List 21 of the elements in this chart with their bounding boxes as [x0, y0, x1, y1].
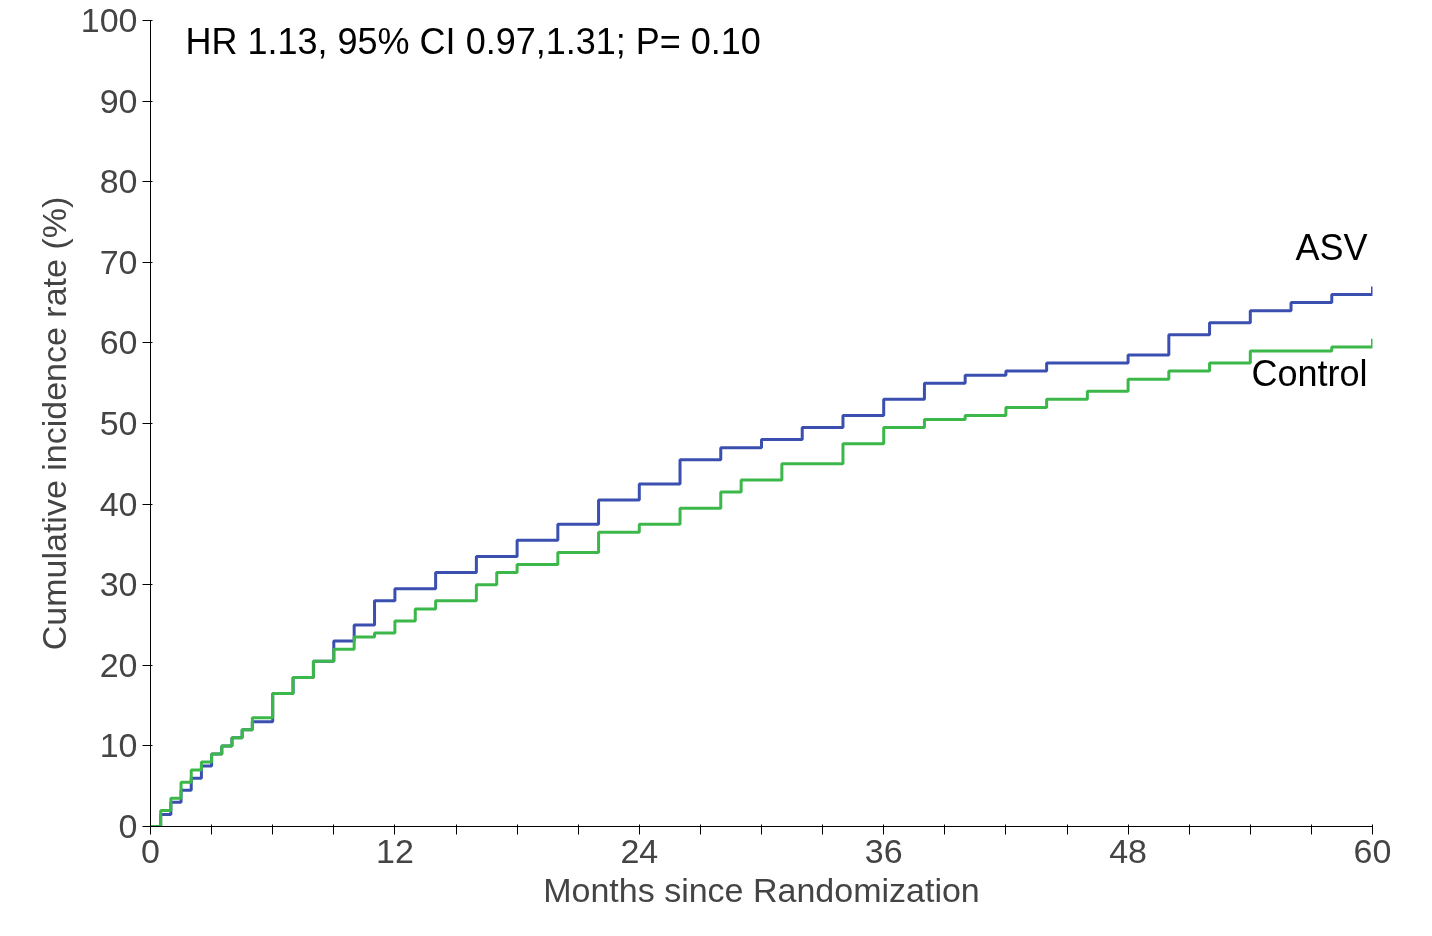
- y-tick-label: 80: [99, 162, 138, 201]
- y-tick-label: 100: [80, 1, 138, 39]
- y-tick-label: 30: [99, 565, 138, 604]
- y-tick-label: 50: [99, 404, 138, 442]
- y-tick-label: 60: [99, 323, 138, 362]
- annotation: HR 1.13, 95% CI 0.97,1.31; P= 0.10: [185, 20, 761, 62]
- series-label: ASV: [1295, 227, 1368, 269]
- x-tick-label: 48: [1109, 831, 1148, 870]
- y-tick-label: 20: [99, 645, 138, 684]
- x-axis-title: Months since Randomization: [543, 870, 980, 909]
- y-tick-label: 10: [99, 726, 138, 765]
- y-tick-label: 40: [99, 484, 138, 523]
- x-tick-label: 12: [375, 831, 414, 870]
- x-tick-label: 36: [864, 831, 903, 870]
- x-tick-label: 24: [620, 831, 659, 870]
- y-tick-label: 0: [118, 807, 138, 845]
- series-label: Control: [1251, 352, 1368, 394]
- x-tick-label: 60: [1353, 831, 1392, 870]
- y-tick-label: 70: [99, 242, 138, 281]
- y-tick-label: 90: [99, 81, 138, 120]
- y-axis-title: Cumulative incidence rate (%): [34, 196, 73, 651]
